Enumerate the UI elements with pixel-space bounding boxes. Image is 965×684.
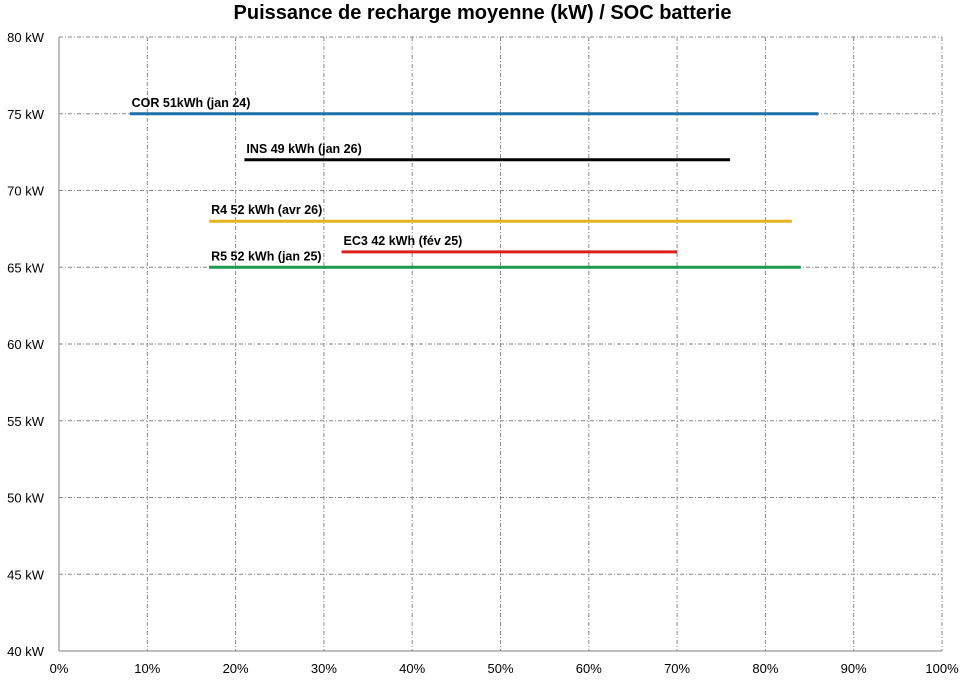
- grid: [59, 36, 943, 651]
- axes: [58, 37, 942, 652]
- chart-title: Puissance de recharge moyenne (kW) / SOC…: [233, 2, 732, 24]
- y-tick-label: 45 kW: [7, 567, 45, 582]
- x-tick-label: 0%: [50, 661, 69, 676]
- y-tick-label: 75 kW: [7, 107, 45, 122]
- series-labels: COR 51kWh (jan 24) INS 49 kWh (jan 26) R4 …: [132, 96, 463, 264]
- x-tick-label: 80%: [752, 661, 778, 676]
- series-label: EC3 42 kWh (fév 25): [344, 234, 463, 248]
- y-tick-label: 80 kW: [7, 30, 45, 45]
- x-tick-label: 10%: [134, 661, 160, 676]
- series-label: R5 52 kWh (jan 25): [211, 249, 321, 263]
- x-tick-label: 20%: [223, 661, 249, 676]
- x-tick-label: 40%: [399, 661, 425, 676]
- series-label: INS 49 kWh (jan 26): [246, 142, 361, 156]
- x-tick-label: 90%: [841, 661, 867, 676]
- x-tick-label: 100%: [925, 661, 959, 676]
- tick-labels: 0% 10% 20% 30% 40% 50% 60% 70% 80% 90% 100% 40 kW 45…: [7, 30, 959, 676]
- y-tick-label: 40 kW: [7, 644, 45, 659]
- x-tick-label: 50%: [487, 661, 513, 676]
- y-tick-label: 50 kW: [7, 491, 45, 506]
- x-tick-label: 60%: [576, 661, 602, 676]
- x-tick-label: 30%: [311, 661, 337, 676]
- series-label: COR 51kWh (jan 24): [132, 96, 251, 110]
- y-tick-label: 55 kW: [7, 414, 45, 429]
- series-label: R4 52 kWh (avr 26): [211, 203, 322, 217]
- series-lines: [129, 112, 819, 269]
- y-tick-label: 60 kW: [7, 337, 45, 352]
- y-tick-label: 65 kW: [7, 260, 45, 275]
- y-tick-label: 70 kW: [7, 184, 45, 199]
- x-tick-label: 70%: [664, 661, 690, 676]
